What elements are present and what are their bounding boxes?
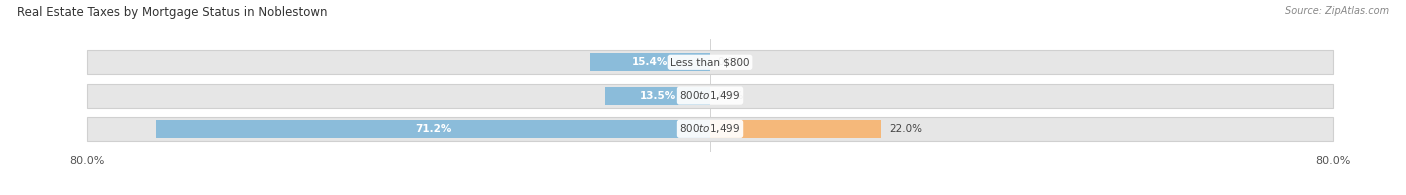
- Text: Source: ZipAtlas.com: Source: ZipAtlas.com: [1285, 6, 1389, 16]
- Text: 15.4%: 15.4%: [631, 57, 668, 67]
- Text: Real Estate Taxes by Mortgage Status in Noblestown: Real Estate Taxes by Mortgage Status in …: [17, 6, 328, 19]
- Text: 22.0%: 22.0%: [889, 124, 922, 134]
- Text: $800 to $1,499: $800 to $1,499: [679, 89, 741, 102]
- Text: Less than $800: Less than $800: [671, 57, 749, 67]
- Bar: [87, 84, 1333, 107]
- Bar: [710, 120, 882, 138]
- Text: 0.0%: 0.0%: [718, 90, 744, 101]
- Bar: [87, 50, 1333, 74]
- Bar: [87, 117, 1333, 141]
- Bar: [156, 120, 710, 138]
- Text: $800 to $1,499: $800 to $1,499: [679, 122, 741, 135]
- Text: 13.5%: 13.5%: [640, 90, 676, 101]
- Bar: [605, 87, 710, 105]
- Text: 71.2%: 71.2%: [415, 124, 451, 134]
- Text: 0.0%: 0.0%: [718, 57, 744, 67]
- Bar: [591, 53, 710, 71]
